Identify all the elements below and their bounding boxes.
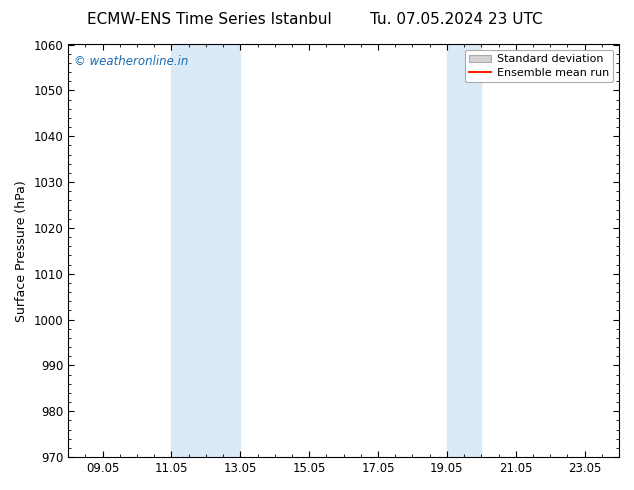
Text: © weatheronline.in: © weatheronline.in xyxy=(74,55,188,68)
Y-axis label: Surface Pressure (hPa): Surface Pressure (hPa) xyxy=(15,180,28,322)
Legend: Standard deviation, Ensemble mean run: Standard deviation, Ensemble mean run xyxy=(465,50,614,82)
Text: ECMW-ENS Time Series Istanbul: ECMW-ENS Time Series Istanbul xyxy=(87,12,332,27)
Text: Tu. 07.05.2024 23 UTC: Tu. 07.05.2024 23 UTC xyxy=(370,12,543,27)
Bar xyxy=(447,45,481,457)
Bar xyxy=(171,45,240,457)
